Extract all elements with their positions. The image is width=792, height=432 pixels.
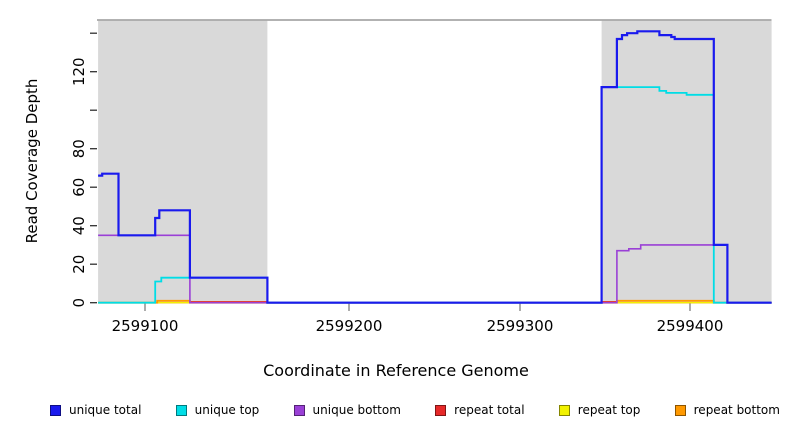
legend-item-repeat-total: repeat total bbox=[435, 403, 525, 417]
legend-swatch-unique-top bbox=[175, 404, 187, 416]
y-tick-label: 0 bbox=[70, 298, 88, 308]
shaded-region bbox=[601, 20, 772, 303]
y-axis-label: Read Coverage Depth bbox=[23, 78, 41, 244]
legend-label-unique-total: unique total bbox=[69, 403, 142, 417]
x-axis: 2599100 2599200 2599300 2599400 bbox=[112, 303, 724, 335]
legend-item-unique-total: unique total bbox=[50, 403, 141, 417]
y-tick-label: 20 bbox=[70, 255, 88, 274]
legend-item-unique-bottom: unique bottom bbox=[293, 403, 401, 417]
legend-label-repeat-total: repeat total bbox=[454, 403, 525, 417]
legend-label-unique-bottom: unique bottom bbox=[312, 403, 401, 417]
x-tick-label: 2599100 bbox=[112, 317, 179, 335]
series-line-unique-total bbox=[98, 30, 772, 304]
series-line-unique-top bbox=[98, 86, 772, 304]
legend-label-repeat-bottom: repeat bottom bbox=[693, 403, 780, 417]
y-tick-label: 40 bbox=[70, 216, 88, 235]
x-tick-label: 2599200 bbox=[316, 317, 383, 335]
y-tick-label: 80 bbox=[70, 139, 88, 158]
shaded-repeat-regions bbox=[98, 20, 772, 303]
legend-swatch-repeat-top bbox=[558, 404, 570, 416]
legend-item-repeat-top: repeat top bbox=[558, 403, 641, 417]
legend-swatch-unique-total bbox=[50, 404, 61, 416]
legend-label-repeat-top: repeat top bbox=[577, 403, 641, 417]
legend-label-unique-top: unique top bbox=[194, 403, 260, 417]
legend-item-unique-top: unique top bbox=[175, 403, 260, 417]
x-axis-label: Coordinate in Reference Genome bbox=[263, 361, 529, 380]
y-tick-label: 60 bbox=[70, 178, 88, 197]
shaded-region bbox=[98, 20, 268, 303]
x-tick-label: 2599300 bbox=[487, 317, 554, 335]
legend-item-repeat-bottom: repeat bottom bbox=[674, 403, 780, 417]
y-tick-label: 120 bbox=[70, 57, 88, 86]
legend-swatch-unique-bottom bbox=[293, 404, 305, 416]
legend: unique total unique top unique bottom repea… bbox=[50, 400, 780, 420]
legend-swatch-repeat-bottom bbox=[674, 404, 686, 416]
legend-swatch-repeat-total bbox=[435, 404, 447, 416]
x-tick-label: 2599400 bbox=[657, 317, 724, 335]
y-axis: 0 20 40 60 80 120 bbox=[70, 32, 97, 308]
